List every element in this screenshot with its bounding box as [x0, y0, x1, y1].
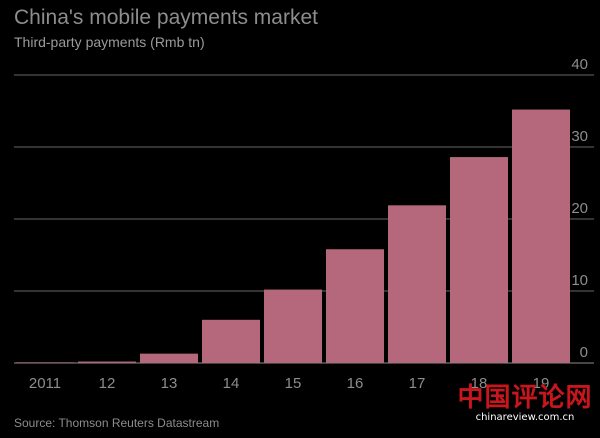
- x-tick-label: 17: [409, 375, 426, 392]
- y-tick-label: 30: [571, 128, 588, 145]
- bar: [16, 362, 74, 363]
- bar: [140, 353, 198, 363]
- bar: [264, 289, 322, 363]
- chart-subtitle: Third-party payments (Rmb tn): [14, 34, 205, 50]
- watermark-url: chinareview.com.cn: [475, 412, 575, 423]
- bar: [450, 157, 508, 363]
- bar: [78, 361, 136, 363]
- y-tick-label: 20: [571, 200, 588, 217]
- bar: [388, 205, 446, 363]
- bar: [202, 319, 260, 363]
- x-tick-label: 18: [471, 375, 488, 392]
- y-tick-label: 10: [571, 272, 588, 289]
- x-tick-label: 12: [99, 375, 116, 392]
- x-tick-label: 2011: [29, 375, 61, 392]
- y-tick-label: 40: [571, 56, 588, 73]
- x-tick-label: 14: [223, 375, 240, 392]
- watermark-logo: 中国评论网 chinareview.com.cn: [456, 384, 594, 424]
- x-tick-label: 19: [533, 375, 550, 392]
- chart-title: China's mobile payments market: [14, 6, 318, 29]
- x-tick-label: 15: [285, 375, 302, 392]
- x-tick-label: 16: [347, 375, 364, 392]
- bar: [326, 249, 384, 363]
- source-note: Source: Thomson Reuters Datastream: [14, 416, 220, 430]
- x-tick-label: 13: [161, 375, 178, 392]
- bar: [512, 109, 570, 363]
- watermark-text: 中国评论网: [457, 383, 593, 413]
- y-tick-label: 0: [580, 344, 588, 361]
